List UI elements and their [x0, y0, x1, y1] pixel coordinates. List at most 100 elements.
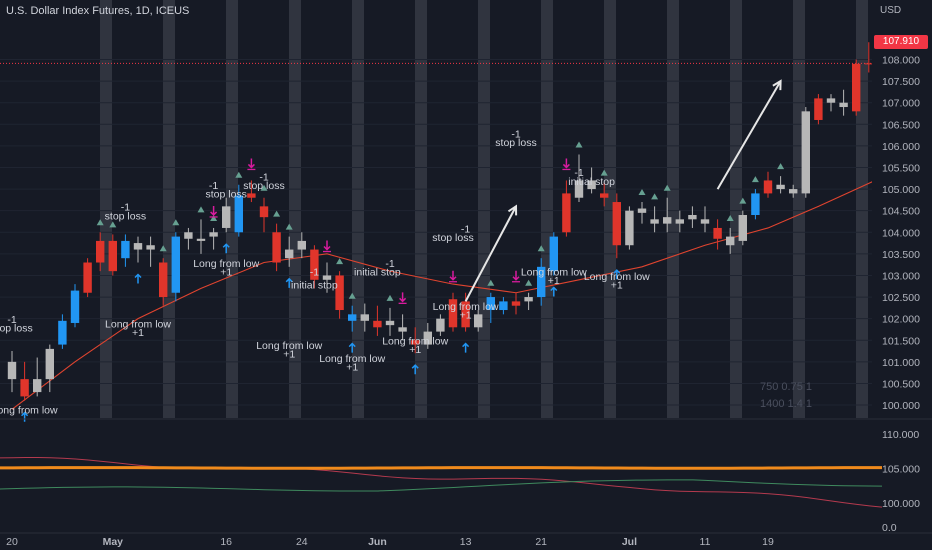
up-triangle-2	[159, 245, 167, 252]
candle-body-22	[285, 249, 294, 259]
candle-6	[83, 258, 92, 298]
annotation-28: +1	[460, 310, 472, 322]
up-triangle-8	[273, 210, 281, 217]
annotation-13: -1	[310, 266, 319, 278]
annotation-7: -1	[209, 180, 218, 192]
session-band-11	[793, 0, 805, 418]
annotation-32: +1	[548, 275, 560, 287]
candle-body-38	[486, 297, 495, 311]
annotation-26: stop loss	[495, 137, 536, 149]
candle-66	[839, 89, 848, 116]
candle-3	[45, 344, 54, 393]
session-band-7	[541, 0, 553, 418]
candle-31	[398, 314, 407, 341]
annotation-15: -1	[385, 258, 394, 270]
annotation-19: Long from low	[319, 353, 385, 365]
candle-28	[360, 303, 369, 332]
candle-body-57	[726, 236, 735, 246]
time-tick-9: 19	[762, 536, 774, 548]
candle-body-6	[83, 262, 92, 293]
price-tick-15: 100.500	[882, 378, 920, 390]
candle-15	[196, 219, 206, 254]
sub-tick-1: 105.000	[882, 463, 920, 475]
candle-body-14	[184, 232, 193, 239]
up-triangle-10	[336, 258, 344, 265]
up-triangle-23	[751, 176, 759, 183]
up-triangle-20	[663, 184, 671, 191]
buy-arrow-3	[285, 277, 293, 288]
candle-body-64	[814, 98, 823, 120]
annotation-14: initial stop	[291, 279, 338, 291]
buy-arrow-0	[21, 411, 29, 422]
up-triangle-0	[96, 219, 104, 226]
trend-arrowhead-1	[772, 79, 782, 91]
sell-arrow-3	[399, 292, 407, 303]
candle-body-17	[222, 206, 231, 228]
up-triangle-22	[739, 197, 747, 204]
annotation-23: -1	[461, 223, 470, 235]
candle-body-58	[738, 215, 747, 241]
last-price-tag: 107.910	[874, 35, 928, 49]
buy-arrow-2	[222, 243, 230, 254]
candle-body-55	[700, 219, 710, 224]
candle-body-61	[776, 184, 785, 190]
annotation-6: +1	[132, 327, 144, 339]
up-triangle-7	[260, 184, 268, 191]
sub-green-line	[0, 479, 883, 492]
price-tick-7: 104.500	[882, 206, 920, 218]
time-tick-4: Jun	[368, 536, 387, 548]
candle-65	[826, 94, 836, 112]
buy-arrow-8	[613, 269, 621, 280]
annotation-1: stop loss	[0, 323, 33, 335]
candle-body-31	[398, 327, 407, 332]
candle-body-0	[7, 361, 17, 380]
sub-indicator-pane: 110.000 105.000 100.000 0.0	[0, 418, 932, 534]
candle-32	[411, 327, 420, 354]
up-triangle-15	[537, 245, 545, 252]
moving-average	[11, 171, 895, 410]
candle-body-30	[385, 320, 395, 326]
candle-body-41	[524, 297, 533, 302]
time-tick-1: May	[103, 536, 124, 548]
candle-38	[486, 292, 495, 323]
trend-arrow-1	[716, 80, 782, 190]
candle-body-35	[448, 299, 458, 328]
candle-24	[310, 245, 319, 289]
sub-tick-3: 0.0	[882, 522, 897, 534]
sell-arrow-1	[247, 158, 255, 169]
sell-arrow-2	[323, 240, 331, 251]
annotation-30: initial stop	[568, 176, 615, 188]
chart-title: U.S. Dollar Index Futures, 1D, ICEUS	[6, 5, 190, 17]
annotation-16: initial stop	[354, 266, 401, 278]
candle-body-34	[436, 318, 445, 332]
candle-body-59	[751, 193, 760, 215]
candle-body-3	[45, 348, 54, 380]
candle-40	[511, 292, 521, 315]
candle-34	[436, 314, 445, 336]
time-tick-0: 20	[6, 536, 18, 548]
session-band-10	[730, 0, 742, 418]
candle-body-19	[247, 193, 256, 198]
sub-tick-0: 110.000	[882, 429, 919, 441]
annotation-24: stop loss	[432, 232, 473, 244]
annotation-25: -1	[511, 128, 520, 140]
annotation-9: -1	[259, 171, 268, 183]
price-tick-1: 107.500	[882, 76, 920, 88]
candle-44	[562, 180, 571, 237]
candle-12	[159, 258, 168, 306]
candle-body-49	[625, 210, 634, 246]
annotation-18: +1	[283, 349, 295, 361]
candle-body-33	[423, 331, 432, 345]
candle-13	[171, 232, 180, 302]
indicator-values-row-2: 1400 1.4 1	[760, 398, 812, 410]
candle-body-48	[612, 202, 621, 246]
annotation-0: -1	[7, 314, 16, 326]
candle-29	[373, 305, 382, 336]
candle-52	[663, 197, 672, 233]
candle-23	[297, 232, 306, 259]
up-triangle-6	[235, 171, 243, 178]
candle-30	[385, 307, 395, 336]
candle-body-11	[146, 245, 155, 250]
